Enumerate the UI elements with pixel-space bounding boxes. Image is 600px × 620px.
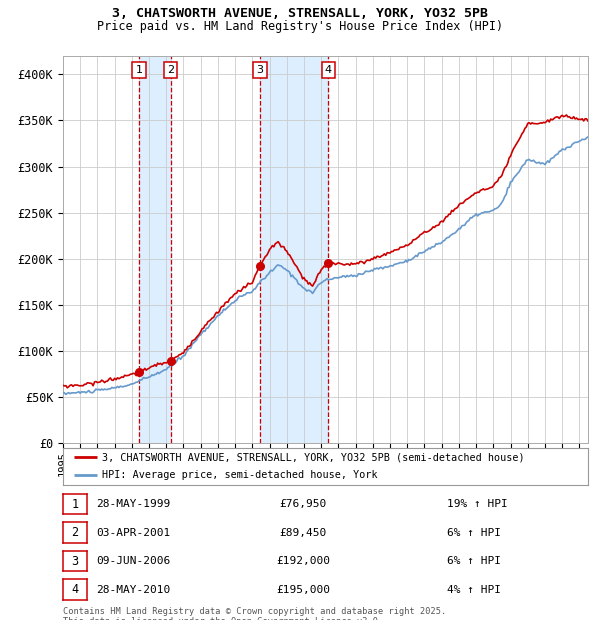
- Text: HPI: Average price, semi-detached house, York: HPI: Average price, semi-detached house,…: [103, 470, 378, 480]
- Text: 2: 2: [71, 526, 79, 539]
- Bar: [139, 56, 170, 443]
- Text: Contains HM Land Registry data © Crown copyright and database right 2025.
This d: Contains HM Land Registry data © Crown c…: [63, 607, 446, 620]
- Text: 1: 1: [71, 498, 79, 510]
- Text: 6% ↑ HPI: 6% ↑ HPI: [447, 528, 501, 538]
- Text: 3: 3: [256, 65, 263, 75]
- Text: 4% ↑ HPI: 4% ↑ HPI: [447, 585, 501, 595]
- Text: Price paid vs. HM Land Registry's House Price Index (HPI): Price paid vs. HM Land Registry's House …: [97, 20, 503, 33]
- Text: 09-JUN-2006: 09-JUN-2006: [96, 556, 170, 566]
- Text: 03-APR-2001: 03-APR-2001: [96, 528, 170, 538]
- Text: 1: 1: [136, 65, 142, 75]
- Text: 3: 3: [71, 555, 79, 567]
- Text: 4: 4: [325, 65, 332, 75]
- Text: 2: 2: [167, 65, 174, 75]
- Text: 3, CHATSWORTH AVENUE, STRENSALL, YORK, YO32 5PB: 3, CHATSWORTH AVENUE, STRENSALL, YORK, Y…: [112, 7, 488, 20]
- Bar: [260, 56, 328, 443]
- Text: 28-MAY-2010: 28-MAY-2010: [96, 585, 170, 595]
- Text: 3, CHATSWORTH AVENUE, STRENSALL, YORK, YO32 5PB (semi-detached house): 3, CHATSWORTH AVENUE, STRENSALL, YORK, Y…: [103, 453, 525, 463]
- Text: £76,950: £76,950: [280, 499, 326, 509]
- Text: 19% ↑ HPI: 19% ↑ HPI: [447, 499, 508, 509]
- Text: 4: 4: [71, 583, 79, 596]
- Text: £195,000: £195,000: [276, 585, 330, 595]
- Text: £192,000: £192,000: [276, 556, 330, 566]
- Text: 28-MAY-1999: 28-MAY-1999: [96, 499, 170, 509]
- Text: £89,450: £89,450: [280, 528, 326, 538]
- Text: 6% ↑ HPI: 6% ↑ HPI: [447, 556, 501, 566]
